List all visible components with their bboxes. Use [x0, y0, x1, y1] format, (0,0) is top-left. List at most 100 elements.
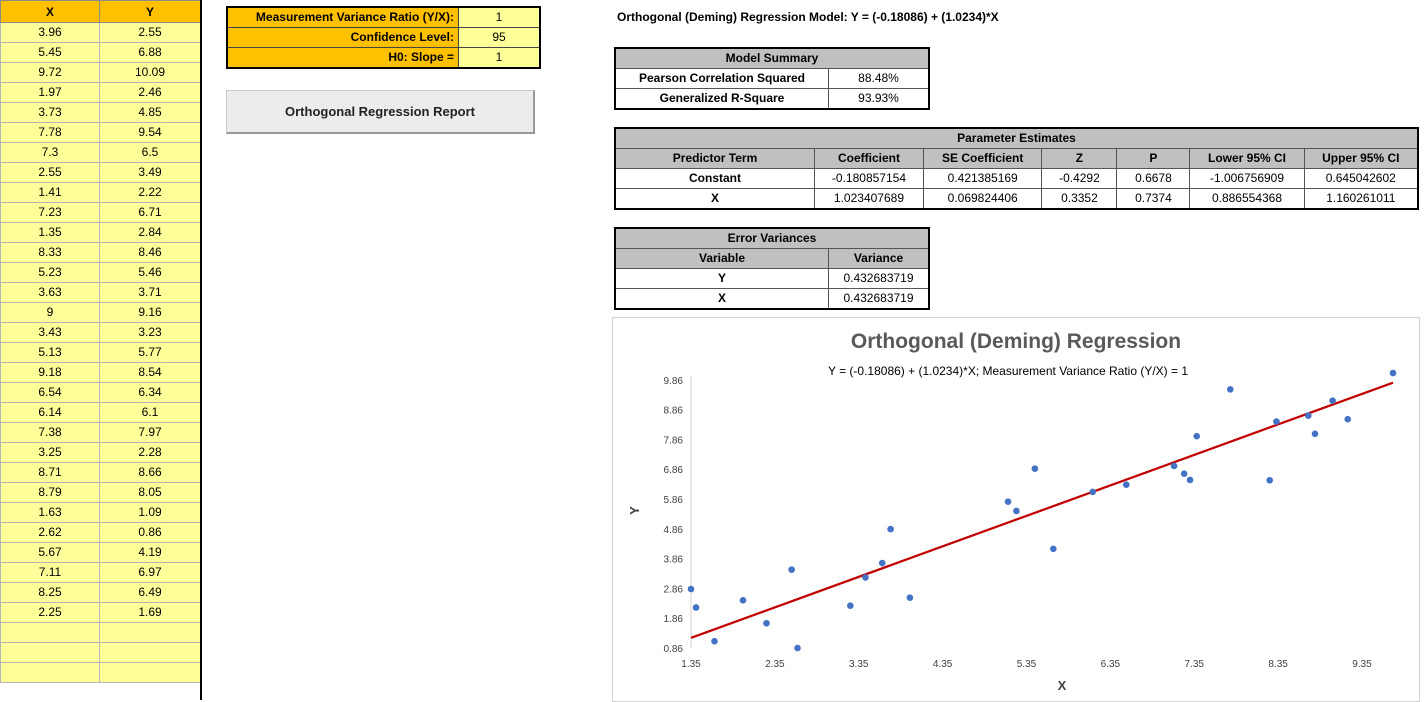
data-point [1193, 432, 1201, 440]
x-value-cell[interactable]: 2.55 [0, 162, 100, 183]
x-value-cell[interactable]: 5.13 [0, 342, 100, 363]
variance-value[interactable]: 0.432683719 [828, 288, 930, 310]
data-point [1089, 488, 1097, 496]
y-value-cell[interactable]: 3.71 [99, 282, 201, 303]
data-row: 3.43 3.23 [0, 322, 201, 343]
y-value-cell[interactable]: 6.97 [99, 562, 201, 583]
estimate-cell[interactable]: 0.069824406 [922, 188, 1043, 210]
y-column-header[interactable]: Y [99, 0, 201, 23]
x-value-cell[interactable]: 8.33 [0, 242, 100, 263]
x-value-cell[interactable]: 5.45 [0, 42, 100, 63]
data-point [1170, 462, 1178, 470]
estimate-cell[interactable]: -0.180857154 [814, 168, 924, 189]
x-value-cell[interactable]: 2.62 [0, 522, 100, 543]
x-value-cell[interactable]: 9 [0, 302, 100, 323]
empty-cell[interactable] [0, 642, 100, 663]
empty-cell[interactable] [99, 622, 201, 643]
x-value-cell[interactable]: 6.14 [0, 402, 100, 423]
confidence-level-value[interactable]: 95 [458, 27, 541, 48]
orthogonal-regression-report-button[interactable]: Orthogonal Regression Report [226, 90, 535, 134]
y-value-cell[interactable]: 4.85 [99, 102, 201, 123]
x-value-cell[interactable]: 3.25 [0, 442, 100, 463]
x-value-cell[interactable]: 5.23 [0, 262, 100, 283]
variance-ratio-value[interactable]: 1 [458, 6, 541, 28]
y-value-cell[interactable]: 2.84 [99, 222, 201, 243]
y-value-cell[interactable]: 6.34 [99, 382, 201, 403]
y-value-cell[interactable]: 6.49 [99, 582, 201, 603]
data-point [739, 597, 747, 604]
x-value-cell[interactable]: 8.71 [0, 462, 100, 483]
estimate-cell[interactable]: 1.023407689 [814, 188, 924, 210]
y-value-cell[interactable]: 8.05 [99, 482, 201, 503]
x-value-cell[interactable]: 7.3 [0, 142, 100, 163]
variance-value[interactable]: 0.432683719 [828, 268, 930, 289]
data-point [1344, 415, 1352, 423]
y-value-cell[interactable]: 2.46 [99, 82, 201, 103]
estimate-cell[interactable]: 1.160261011 [1303, 188, 1419, 210]
empty-cell[interactable] [99, 662, 201, 683]
estimate-cell[interactable]: 0.645042602 [1303, 168, 1419, 189]
y-value-cell[interactable]: 7.97 [99, 422, 201, 443]
empty-cell[interactable] [0, 662, 100, 683]
y-value-cell[interactable]: 6.71 [99, 202, 201, 223]
estimate-cell[interactable]: 0.421385169 [922, 168, 1043, 189]
data-row: 5.67 4.19 [0, 542, 201, 563]
y-value-cell[interactable]: 3.23 [99, 322, 201, 343]
summary-row-value[interactable]: 88.48% [828, 68, 930, 89]
x-value-cell[interactable]: 1.63 [0, 502, 100, 523]
y-value-cell[interactable]: 1.09 [99, 502, 201, 523]
estimate-cell[interactable]: -1.006756909 [1189, 168, 1305, 189]
x-value-cell[interactable]: 6.54 [0, 382, 100, 403]
x-value-cell[interactable]: 7.23 [0, 202, 100, 223]
y-value-cell[interactable]: 10.09 [99, 62, 201, 83]
x-value-cell[interactable]: 9.18 [0, 362, 100, 383]
x-value-cell[interactable]: 3.73 [0, 102, 100, 123]
x-value-cell[interactable]: 1.41 [0, 182, 100, 203]
estimate-cell[interactable]: 0.7374 [1116, 188, 1191, 210]
confidence-level-label: Confidence Level: [226, 27, 459, 48]
y-value-cell[interactable]: 5.46 [99, 262, 201, 283]
x-value-cell[interactable]: 5.67 [0, 542, 100, 563]
y-value-cell[interactable]: 2.22 [99, 182, 201, 203]
x-value-cell[interactable]: 9.72 [0, 62, 100, 83]
y-tick-label: 3.86 [664, 555, 684, 566]
x-value-cell[interactable]: 7.38 [0, 422, 100, 443]
estimate-cell[interactable]: 0.6678 [1116, 168, 1191, 189]
y-value-cell[interactable]: 8.66 [99, 462, 201, 483]
y-value-cell[interactable]: 6.5 [99, 142, 201, 163]
y-value-cell[interactable]: 6.88 [99, 42, 201, 63]
estimate-cell[interactable]: 0.886554368 [1189, 188, 1305, 210]
x-value-cell[interactable]: 8.79 [0, 482, 100, 503]
data-row: 7.78 9.54 [0, 122, 201, 143]
empty-cell[interactable] [99, 642, 201, 663]
y-value-cell[interactable]: 2.55 [99, 22, 201, 43]
x-value-cell[interactable]: 3.63 [0, 282, 100, 303]
y-value-cell[interactable]: 2.28 [99, 442, 201, 463]
empty-cell[interactable] [0, 622, 100, 643]
x-value-cell[interactable]: 3.96 [0, 22, 100, 43]
regression-chart[interactable]: Orthogonal (Deming) Regression Y = (-0.1… [612, 317, 1420, 702]
y-value-cell[interactable]: 5.77 [99, 342, 201, 363]
y-value-cell[interactable]: 8.54 [99, 362, 201, 383]
y-value-cell[interactable]: 8.46 [99, 242, 201, 263]
x-value-cell[interactable]: 1.97 [0, 82, 100, 103]
y-value-cell[interactable]: 6.1 [99, 402, 201, 423]
x-value-cell[interactable]: 7.11 [0, 562, 100, 583]
y-value-cell[interactable]: 1.69 [99, 602, 201, 623]
x-value-cell[interactable]: 3.43 [0, 322, 100, 343]
h0-slope-value[interactable]: 1 [458, 47, 541, 69]
y-value-cell[interactable]: 9.54 [99, 122, 201, 143]
summary-row-value[interactable]: 93.93% [828, 88, 930, 110]
y-value-cell[interactable]: 4.19 [99, 542, 201, 563]
x-value-cell[interactable]: 8.25 [0, 582, 100, 603]
x-value-cell[interactable]: 7.78 [0, 122, 100, 143]
x-value-cell[interactable]: 1.35 [0, 222, 100, 243]
data-point [1186, 476, 1194, 484]
x-value-cell[interactable]: 2.25 [0, 602, 100, 623]
x-column-header[interactable]: X [0, 0, 100, 23]
y-value-cell[interactable]: 0.86 [99, 522, 201, 543]
y-value-cell[interactable]: 3.49 [99, 162, 201, 183]
y-value-cell[interactable]: 9.16 [99, 302, 201, 323]
estimate-cell[interactable]: -0.4292 [1041, 168, 1118, 189]
estimate-cell[interactable]: 0.3352 [1041, 188, 1118, 210]
